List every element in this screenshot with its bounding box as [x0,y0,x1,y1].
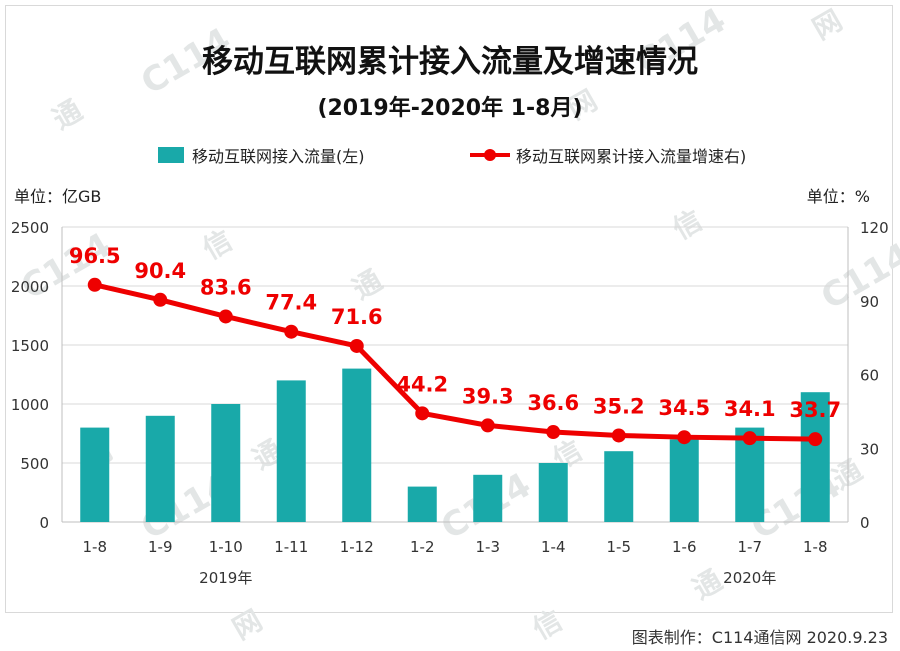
legend-line-item: 移动互联网累计接入流量增速右) [470,143,746,167]
x-tick-label: 1-8 [803,538,828,556]
growth-data-label: 83.6 [200,275,252,299]
growth-data-label: 34.1 [724,397,776,421]
x-tick-label: 1-12 [340,538,374,556]
y-left-tick-label: 2000 [11,278,49,296]
growth-point [284,324,299,339]
bar [145,415,175,522]
y-left-tick-label: 2500 [11,219,49,237]
y-right-tick-label: 30 [860,440,879,458]
legend-line-label: 移动互联网累计接入流量增速右) [516,147,747,166]
growth-point [808,432,823,447]
growth-point [218,309,233,324]
growth-data-label: 77.4 [265,291,317,315]
growth-point [415,406,430,421]
right-axis-unit: 单位：% [806,187,870,206]
x-tick-label: 1-11 [274,538,308,556]
growth-point [87,277,102,292]
x-tick-label: 1-8 [83,538,108,556]
x-tick-label: 1-3 [476,538,501,556]
y-left-tick-label: 1000 [11,396,49,414]
x-tick-label: 1-6 [672,538,697,556]
growth-point [677,430,692,445]
legend-bar-item: 移动互联网接入流量(左) [158,143,365,167]
bar [473,474,503,522]
chart-frame [5,5,893,613]
growth-data-label: 90.4 [134,259,186,283]
x-tick-label: 1-4 [541,538,566,556]
y-right-tick-label: 90 [860,293,879,311]
growth-data-label: 71.6 [331,305,383,329]
growth-point [742,431,757,446]
left-axis-unit: 单位：亿GB [14,187,102,206]
x-tick-label: 1-2 [410,538,435,556]
y-left-tick-label: 1500 [11,337,49,355]
growth-data-label: 35.2 [593,394,645,418]
growth-data-label: 39.3 [462,384,514,408]
y-right-tick-label: 60 [860,367,879,385]
bar [407,486,437,522]
growth-data-label: 36.6 [527,391,579,415]
x-year-label: 2019年 [199,569,252,587]
legend-line-swatch [470,149,510,161]
bar [538,463,568,522]
growth-point [153,292,168,307]
bar [342,368,372,522]
growth-point [480,418,495,433]
growth-data-label: 33.7 [789,398,841,422]
growth-data-label: 34.5 [658,396,710,420]
y-right-tick-label: 120 [860,219,889,237]
legend-bar-swatch [158,147,184,163]
x-tick-label: 1-5 [607,538,632,556]
y-left-tick-label: 500 [20,455,49,473]
bar [80,427,110,522]
growth-point [349,338,364,353]
bar [604,451,634,522]
growth-data-label: 44.2 [396,372,448,396]
y-right-tick-label: 0 [860,514,870,532]
growth-point [546,425,561,440]
chart-title: 移动互联网累计接入流量及增速情况 [202,44,698,80]
growth-data-label: 96.5 [69,244,121,268]
x-year-label: 2020年 [723,569,776,587]
x-tick-label: 1-9 [148,538,173,556]
bar [276,380,306,522]
bar [669,439,699,522]
bar [800,392,830,522]
chart-credit: 图表制作：C114通信网 2020.9.23 [631,628,888,647]
y-left-tick-label: 0 [39,514,49,532]
x-tick-label: 1-7 [738,538,763,556]
chart-subtitle: (2019年-2020年 1-8月) [317,96,583,121]
legend-bar-label: 移动互联网接入流量(左) [192,147,365,166]
x-tick-label: 1-10 [209,538,243,556]
growth-point [611,428,626,443]
growth-line [94,282,816,442]
bar [211,404,241,522]
